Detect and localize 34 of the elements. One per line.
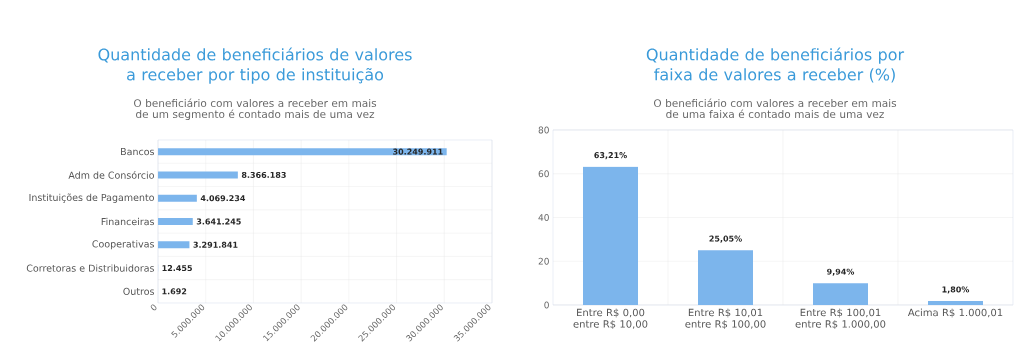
data-label: 1,80% — [942, 286, 970, 294]
y-tick-label: Instituições de Pagamento — [29, 193, 154, 203]
data-label: 4.069.234 — [200, 195, 246, 202]
y-tick-label: Bancos — [121, 148, 155, 156]
y-tick-label: 60 — [538, 170, 549, 178]
y-tick-label: Outros — [123, 287, 155, 295]
y-tick-label: Adm de Consórcio — [68, 171, 154, 179]
bar — [583, 166, 639, 305]
data-label: 12.455 — [162, 265, 192, 272]
bar — [698, 250, 753, 305]
data-label: 30.249.911 — [393, 148, 443, 155]
x-tick-label: Entre R$ 0,00 entre R$ 10,00 — [573, 308, 648, 330]
x-tick-label: Entre R$ 100,01 entre R$ 1.000,00 — [795, 308, 886, 330]
y-tick-label: 80 — [538, 126, 549, 134]
chart-title: Quantidade de beneficiários por faixa de valores a receber (%) — [646, 47, 905, 83]
x-tick-label: Acima R$ 1.000,01 — [907, 308, 1003, 318]
y-tick-label: Financeiras — [101, 217, 155, 226]
chart-subtitle: O beneficiário com valores a receber em mais de um segmento é contado mais de uma vez — [134, 98, 377, 121]
data-label: 3.641.245 — [196, 218, 241, 225]
y-tick-label: 40 — [538, 214, 549, 221]
chart-title: Quantidade de beneficiários de valores a receber por tipo de instituição — [98, 47, 412, 84]
data-label: 8.366.183 — [241, 171, 286, 178]
data-label: 1.692 — [162, 288, 187, 295]
x-tick-label: Entre R$ 10,01 entre R$ 100,00 — [685, 308, 766, 330]
y-tick-label: 20 — [538, 257, 549, 265]
data-label: 63,21% — [594, 152, 627, 160]
y-tick-label: Cooperativas — [92, 240, 155, 250]
data-label: 9,94% — [827, 268, 855, 276]
y-tick-label: Corretoras e Distribuidoras — [26, 264, 155, 272]
data-label: 3.291.841 — [193, 241, 238, 248]
data-label: 25,05% — [709, 235, 742, 243]
chart-subtitle: O beneficiário com valores a receber em mais de uma faixa é contado mais de uma vez — [653, 98, 897, 119]
bar — [928, 301, 983, 305]
bar — [813, 283, 868, 305]
